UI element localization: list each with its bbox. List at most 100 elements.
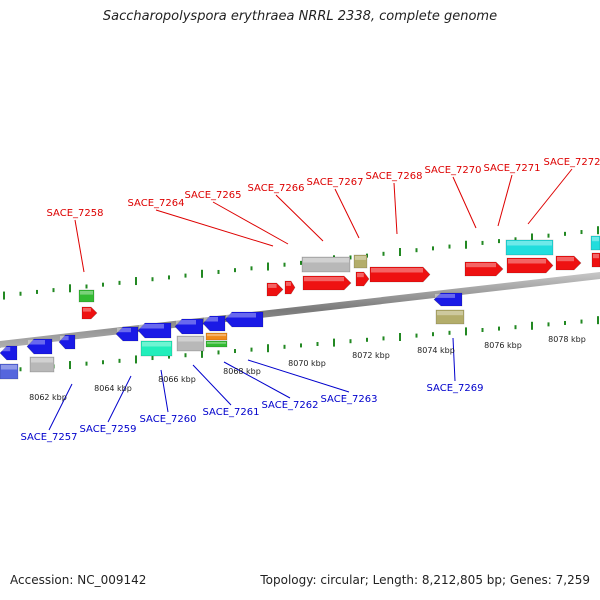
gene-arrow-red-shine xyxy=(557,257,574,262)
gene-arrow-blue xyxy=(433,292,463,307)
leader-line-reverse xyxy=(223,361,291,399)
gene-arrow-blue xyxy=(58,334,76,350)
leader-line-reverse xyxy=(160,369,169,413)
gene-box-grey xyxy=(176,335,205,352)
gene-arrow-blue-shine xyxy=(139,324,164,329)
map-title: Saccharopolyspora erythraea NRRL 2338, c… xyxy=(102,9,498,24)
gene-box-green-shine xyxy=(80,291,93,295)
gene-label-forward: SACE_7268 xyxy=(366,171,423,182)
gene-box-cyan xyxy=(505,239,554,256)
gene-label-reverse: SACE_7260 xyxy=(140,414,197,425)
gene-arrow-red xyxy=(302,275,352,291)
gene-arrow-blue xyxy=(224,311,264,328)
gene-box-grey xyxy=(301,256,351,273)
leader-line-reverse xyxy=(192,364,232,406)
gene-box-red-shine xyxy=(593,254,599,259)
gene-box-blue-shine xyxy=(1,365,17,370)
gene-box-green xyxy=(78,289,95,303)
gene-arrow-red xyxy=(506,257,554,274)
gene-arrow-red xyxy=(355,271,370,287)
gene-label-reverse: SACE_7269 xyxy=(427,383,484,394)
gene-arrow-red xyxy=(266,282,284,297)
gene-box-green xyxy=(205,340,228,348)
gene-arrow-red-shine xyxy=(83,308,91,312)
accession-text: Accession: NC_009142 xyxy=(10,573,147,587)
gene-box-red xyxy=(591,252,600,268)
gene-arrow-red xyxy=(81,306,98,320)
gene-arrow-blue-shine xyxy=(28,340,45,345)
scale-label: 8070 kbp xyxy=(288,359,326,368)
gene-arrow-red-shine xyxy=(508,259,546,264)
gene-arrow-red-shine xyxy=(268,284,277,288)
gene-box-grey-shine xyxy=(178,337,203,342)
gene-arrow-blue-shine xyxy=(204,317,218,322)
leader-line-reverse xyxy=(247,359,350,393)
gene-arrow-blue-shine xyxy=(1,347,11,352)
gene-arrow-blue xyxy=(0,345,18,361)
gene-label-forward: SACE_7267 xyxy=(307,177,364,188)
gene-box-orange-shine xyxy=(207,334,226,337)
gene-box-olive xyxy=(435,309,465,325)
leader-line-forward xyxy=(452,176,477,229)
gene-label-forward: SACE_7272 xyxy=(544,157,600,168)
scale-label: 8078 kbp xyxy=(548,335,586,344)
gene-label-forward: SACE_7271 xyxy=(484,163,541,174)
leader-line-forward xyxy=(155,209,274,247)
gene-arrow-red xyxy=(369,266,431,283)
gene-arrow-red-shine xyxy=(357,273,364,278)
gene-label-forward: SACE_7270 xyxy=(425,165,482,176)
scale-label: 8068 kbp xyxy=(223,367,261,376)
gene-arrow-blue-shine xyxy=(117,328,131,333)
gene-labels: SACE_7258SACE_7264SACE_7265SACE_7266SACE… xyxy=(21,157,600,443)
genome-summary-text: Topology: circular; Length: 8,212,805 bp… xyxy=(260,573,590,587)
gene-box-green-shine xyxy=(207,342,226,344)
gene-box-teal xyxy=(140,340,173,357)
gene-box-grey-shine xyxy=(303,258,349,263)
gene-arrow-red-shine xyxy=(286,282,291,286)
scale-label: 8066 kbp xyxy=(158,375,196,384)
leader-line-forward xyxy=(212,201,289,245)
gene-arrow-blue xyxy=(26,338,53,355)
gene-label-forward: SACE_7258 xyxy=(47,208,104,219)
gene-arrow-blue-shine xyxy=(226,313,256,318)
gene-label-reverse: SACE_7261 xyxy=(203,407,260,418)
gene-features xyxy=(0,235,600,380)
gene-label-reverse: SACE_7263 xyxy=(321,394,378,405)
leader-line-forward xyxy=(497,174,513,227)
gene-label-forward: SACE_7264 xyxy=(128,198,185,209)
gene-arrow-red-shine xyxy=(466,263,496,268)
scale-label: 8072 kbp xyxy=(352,351,390,360)
gene-arrow-blue-shine xyxy=(60,336,69,341)
gene-box-orange xyxy=(205,332,228,341)
gene-arrow-blue xyxy=(115,326,139,342)
gene-label-forward: SACE_7265 xyxy=(185,190,242,201)
gene-box-olive-shine xyxy=(437,311,463,316)
gene-box-olive xyxy=(353,254,368,269)
gene-box-teal-shine xyxy=(142,342,171,347)
gene-box-grey-shine xyxy=(31,358,53,363)
leader-line-forward xyxy=(393,182,398,235)
gene-arrow-blue xyxy=(202,315,226,332)
leader-line-reverse xyxy=(107,375,132,423)
scale-label: 8062 kbp xyxy=(29,393,67,402)
gene-box-blue xyxy=(0,363,19,380)
label-leader-lines xyxy=(48,168,573,431)
leader-line-forward xyxy=(275,194,324,242)
gene-arrow-red xyxy=(284,280,296,295)
scale-label: 8064 kbp xyxy=(94,384,132,393)
gene-label-forward: SACE_7266 xyxy=(248,183,305,194)
gene-box-cyan-shine xyxy=(507,241,552,246)
leader-line-reverse xyxy=(48,383,73,431)
gene-arrow-blue xyxy=(137,322,172,339)
gene-arrow-blue xyxy=(174,318,204,335)
gene-box-grey xyxy=(29,356,55,373)
gene-label-reverse: SACE_7259 xyxy=(80,424,137,435)
gene-box-cyan xyxy=(590,235,600,251)
leader-line-forward xyxy=(74,219,85,273)
gene-box-olive-shine xyxy=(355,256,366,260)
gene-arrow-blue-shine xyxy=(435,294,455,298)
gene-arrow-red-shine xyxy=(304,277,344,282)
scale-label: 8076 kbp xyxy=(484,341,522,350)
gene-arrow-red-shine xyxy=(371,268,423,273)
